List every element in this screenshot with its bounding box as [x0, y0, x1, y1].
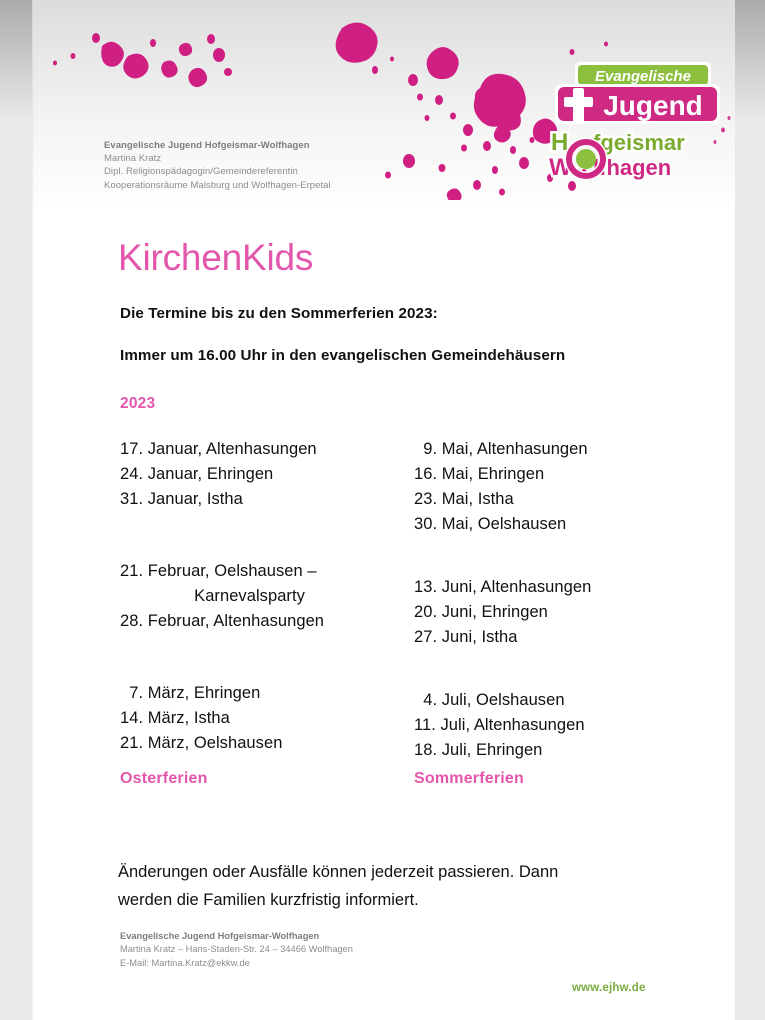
month-group-juli: 4. Juli, Oelshausen 11. Juli, Altenhasun…	[414, 688, 714, 763]
page-left-edge	[32, 0, 34, 1020]
holiday-label-sommerferien: Sommerferien	[414, 770, 524, 787]
spacer	[414, 537, 714, 575]
year-heading: 2023	[120, 395, 156, 412]
date-line: 28. Februar, Altenhasungen	[120, 612, 325, 630]
date-line: 4. Juli, Oelshausen	[414, 691, 565, 709]
date-line: 27. Juni, Istha	[414, 628, 518, 646]
logo-jugend-banner: Jugend	[555, 84, 720, 124]
ejhw-logo: Evangelische Jugend H H fgeismar fgeisma…	[547, 62, 731, 184]
date-line-continuation: Karnevalsparty	[120, 587, 305, 605]
date-line: 17. Januar, Altenhasungen	[120, 440, 317, 458]
date-line: 31. Januar, Istha	[120, 490, 243, 508]
logo-cross-icon	[564, 88, 593, 122]
page-title: KirchenKids	[118, 237, 314, 278]
spacer	[414, 650, 714, 688]
date-line: 14. März, Istha	[120, 709, 230, 727]
spacer	[120, 634, 420, 681]
logo-specks	[713, 116, 731, 144]
date-line: 21. März, Oelshausen	[120, 734, 283, 752]
sender-name: Martina Kratz	[104, 153, 162, 165]
month-group-januar: 17. Januar, Altenhasungen 24. Januar, Eh…	[120, 437, 420, 512]
schedule-left-column: 17. Januar, Altenhasungen 24. Januar, Eh…	[120, 437, 420, 756]
flyer-page: Evangelische Jugend H H fgeismar fgeisma…	[32, 0, 735, 1020]
holiday-label-osterferien: Osterferien	[120, 770, 208, 787]
logo-line3-b: fgeismar	[593, 130, 685, 155]
date-line: 23. Mai, Istha	[414, 490, 514, 508]
date-line: 21. Februar, Oelshausen –	[120, 562, 317, 580]
logo-hofgeismar: H H fgeismar fgeismar	[549, 127, 688, 159]
date-line: 18. Juli, Ehringen	[414, 741, 543, 759]
month-group-mai: 9. Mai, Altenhasungen 16. Mai, Ehringen …	[414, 437, 714, 537]
logo-line2: Jugend	[603, 90, 703, 121]
closing-note: Änderungen oder Ausfälle können jederzei…	[118, 858, 678, 914]
date-line: 11. Juli, Altenhasungen	[414, 716, 585, 734]
month-group-juni: 13. Juni, Altenhasungen 20. Juni, Ehring…	[414, 575, 714, 650]
sender-org: Evangelische Jugend Hofgeismar-Wolfhagen	[104, 140, 310, 151]
date-line: 30. Mai, Oelshausen	[414, 515, 567, 533]
sender-role: Dipl. Religionspädagogin/Gemeindereferen…	[104, 166, 298, 178]
date-line: 7. März, Ehringen	[120, 684, 261, 702]
spacer	[120, 512, 420, 559]
closing-note-line-2: werden die Familien kurzfristig informie…	[118, 891, 419, 909]
date-line: 24. Januar, Ehringen	[120, 465, 274, 483]
closing-note-line-1: Änderungen oder Ausfälle können jederzei…	[118, 863, 559, 881]
intro-line-1: Die Termine bis zu den Sommerferien 2023…	[120, 305, 438, 322]
intro-line-2: Immer um 16.00 Uhr in den evangelischen …	[120, 347, 566, 364]
website-link[interactable]: www.ejhw.de	[572, 982, 646, 994]
logo-line3a-outline: H	[551, 129, 568, 156]
logo-evangelische-banner: Evangelische	[575, 62, 711, 88]
footer-org: Evangelische Jugend Hofgeismar-Wolfhagen	[120, 931, 320, 941]
sender-area: Kooperationsräume Malsburg und Wolfhagen…	[104, 179, 331, 191]
paint-splatter-decoration	[53, 22, 608, 200]
footer-contact-block: Evangelische Jugend Hofgeismar-Wolfhagen…	[120, 930, 550, 970]
footer-email[interactable]: E-Mail: Martina.Kratz@ekkw.de	[120, 957, 250, 968]
date-line: 16. Mai, Ehringen	[414, 465, 545, 483]
month-group-maerz: 7. März, Ehringen 14. März, Istha 21. Mä…	[120, 681, 420, 756]
footer-address: Martina Kratz – Hans-Staden-Str. 24 – 34…	[120, 944, 353, 955]
logo-line3-a: H	[551, 129, 568, 156]
sender-block: Evangelische Jugend Hofgeismar-Wolfhagen…	[104, 139, 504, 192]
month-group-februar: 21. Februar, Oelshausen – Karnevalsparty…	[120, 559, 420, 634]
date-line: 9. Mai, Altenhasungen	[414, 440, 588, 458]
logo-line3b-outline: fgeismar	[593, 130, 685, 155]
date-line: 20. Juni, Ehringen	[414, 603, 548, 621]
schedule-right-column: 9. Mai, Altenhasungen 16. Mai, Ehringen …	[414, 437, 714, 763]
logo-line1: Evangelische	[595, 68, 691, 85]
date-line: 13. Juni, Altenhasungen	[414, 578, 592, 596]
logo-shared-o-ring	[564, 137, 608, 181]
